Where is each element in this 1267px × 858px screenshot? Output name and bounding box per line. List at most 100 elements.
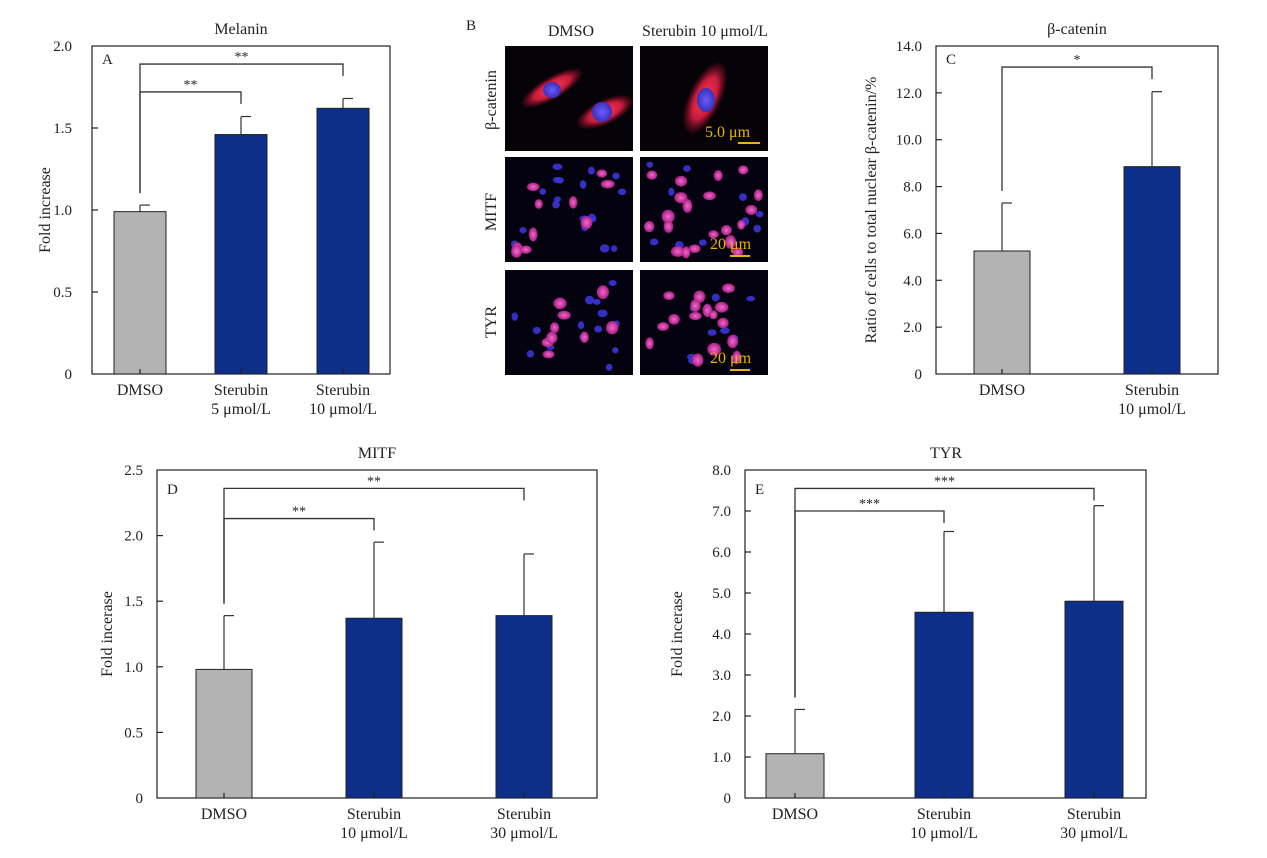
stained-cell-dot	[745, 204, 758, 215]
stained-cell-dot	[528, 227, 538, 242]
y-axis-label: Ratio of cells to total nuclear β-cateni…	[863, 77, 880, 344]
x-tick-label: Sterubin	[214, 382, 268, 399]
y-tick-label: 1.0	[53, 203, 72, 219]
x-tick-label: Sterubin	[497, 806, 551, 823]
significance-label: **	[184, 78, 198, 93]
bar-charts: Melanin A Fold increase 0 0.5 1.0 1.5 2.0 DMSO St…	[37, 21, 1219, 842]
stained-cell-dot	[657, 322, 669, 331]
bar-2	[1123, 166, 1181, 375]
nucleus-dot	[594, 325, 603, 333]
column-label-sterubin: Sterubin 10 μmol/L	[642, 23, 768, 40]
stained-cell-dot	[690, 299, 701, 312]
chart-title: TYR	[930, 445, 962, 462]
y-tick-label: 10.0	[896, 133, 922, 149]
nucleus-dot	[587, 166, 595, 175]
nucleus-dot	[585, 295, 595, 305]
bar-1	[973, 250, 1031, 375]
stained-cell-dot	[707, 342, 722, 356]
nuclei-dots-tyr	[511, 280, 755, 371]
stained-cell-dot	[753, 189, 763, 201]
significance-label: *	[1074, 53, 1081, 68]
cell-image-dmso-beta	[522, 68, 633, 129]
bar-3	[316, 107, 370, 375]
nucleus-dot	[552, 163, 563, 170]
stained-cell-dot	[732, 350, 742, 365]
stained-cell-dot	[596, 169, 608, 178]
stained-cell-dot	[663, 219, 674, 233]
y-tick-label: 6.0	[903, 226, 922, 242]
nucleus-dot	[746, 295, 755, 302]
nucleus-dot	[608, 280, 617, 287]
nucleus-dot	[554, 196, 561, 203]
stained-cell-dot	[738, 165, 749, 175]
nucleus-dot	[711, 293, 720, 302]
x-tick-label: 10 μmol/L	[309, 401, 377, 418]
column-label-dmso: DMSO	[548, 23, 594, 40]
chart-c: β-catenin C Ratio of cells to total nuclea…	[863, 21, 1219, 418]
x-tick-label: Sterubin	[347, 806, 401, 823]
nucleus-dot	[683, 165, 691, 172]
row-label-mitf: MITF	[483, 193, 500, 231]
nucleus-dot	[526, 350, 535, 358]
nucleus-dot	[532, 326, 541, 334]
y-tick-label: 2.0	[903, 320, 922, 336]
y-tick-label: 0	[724, 791, 732, 807]
bar-3	[1064, 600, 1124, 799]
x-tick-label: Sterubin	[1125, 382, 1179, 399]
scale-bar-label-1: 5.0 μm	[705, 124, 751, 141]
y-tick-label: 1.5	[53, 121, 72, 137]
x-tick-label: Sterubin	[316, 382, 370, 399]
stained-cell-dot	[568, 196, 578, 209]
y-tick-label: 4.0	[903, 273, 922, 289]
stained-cell-dot	[600, 179, 615, 189]
stained-cell-dot	[714, 301, 729, 313]
stained-cell-dot	[670, 246, 685, 257]
y-tick-label: 2.0	[712, 709, 731, 725]
scale-bar-label-3: 20 μm	[710, 350, 752, 367]
stained-cell-dot	[692, 353, 704, 367]
stained-cell-dot	[717, 317, 729, 329]
nucleus-dot	[592, 298, 601, 305]
stained-cell-dot	[732, 247, 744, 257]
nucleus-dot	[707, 329, 717, 336]
stained-cell-dot	[663, 291, 675, 301]
significance-label: ***	[934, 474, 955, 489]
chart-title: MITF	[358, 445, 396, 462]
stained-cell-dot	[689, 311, 702, 321]
bar-2	[214, 134, 268, 375]
bar-2	[345, 617, 403, 799]
nucleus-dot	[753, 224, 761, 233]
stained-cell-dot	[661, 209, 675, 224]
y-tick-label: 4.0	[712, 627, 731, 643]
y-tick-label: 7.0	[712, 504, 731, 520]
y-tick-label: 1.0	[124, 660, 143, 676]
stained-cell-dot	[520, 245, 532, 254]
y-tick-label: 0.5	[53, 285, 72, 301]
microscopy-panel: B DMSO Sterubin 10 μmol/L β-catenin MITF…	[466, 18, 768, 375]
x-tick-label: DMSO	[979, 382, 1025, 399]
stained-cell-dot	[727, 334, 739, 349]
nucleus-dot	[519, 227, 527, 234]
stained-cell-dot	[580, 216, 593, 230]
stained-cell-dot	[713, 170, 723, 181]
stained-cell-dot	[737, 219, 746, 230]
stained-cell-dot	[605, 321, 619, 335]
panel-label-b: B	[466, 18, 476, 34]
nuclei-dots-mitf	[511, 161, 764, 259]
scale-bar-label-2: 20 μm	[710, 236, 752, 253]
stained-cell-dot	[553, 297, 567, 310]
stained-cell-dot	[511, 245, 523, 258]
significance-label: **	[367, 474, 381, 489]
x-tick-label: 10 μmol/L	[1118, 401, 1186, 418]
x-tick-label: DMSO	[201, 806, 247, 823]
chart-title: β-catenin	[1047, 21, 1107, 38]
nucleus-dot	[577, 321, 585, 330]
panel-label: D	[167, 482, 178, 498]
y-tick-label: 0	[65, 367, 73, 383]
chart-a: Melanin A Fold increase 0 0.5 1.0 1.5 2.0 DMSO St…	[37, 21, 391, 418]
nucleus-dot	[612, 172, 620, 180]
y-tick-label: 1.0	[712, 750, 731, 766]
nucleus-dot	[555, 177, 564, 184]
x-tick-label: DMSO	[117, 382, 163, 399]
